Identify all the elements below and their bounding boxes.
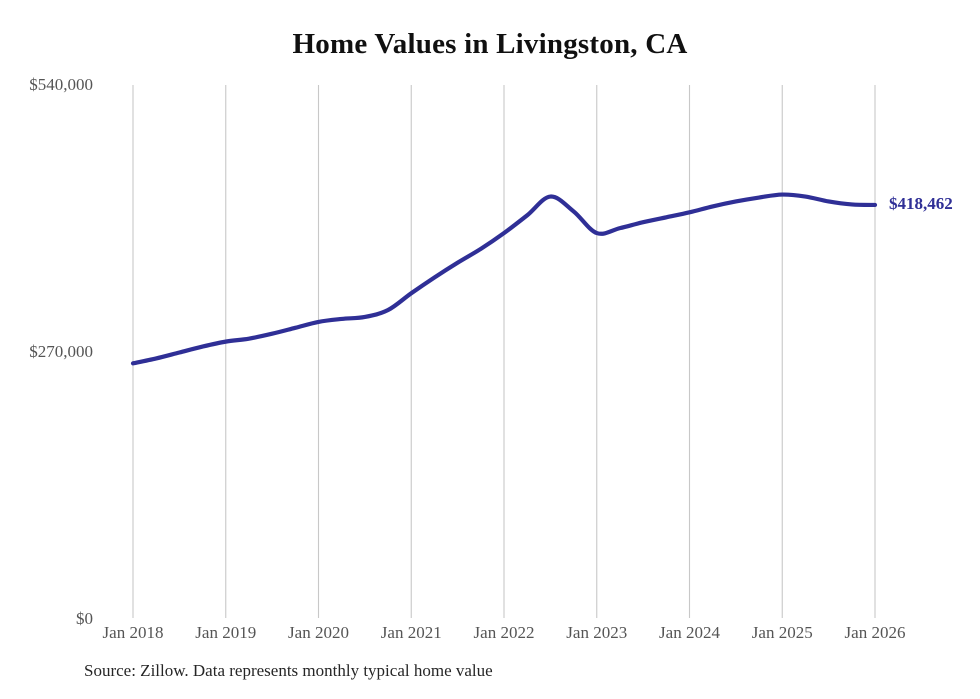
x-tick-label-jan-2020: Jan 2020 — [288, 623, 349, 642]
y-tick-label-540000: $540,000 — [29, 75, 93, 94]
chart-footnote: Source: Zillow. Data represents monthly … — [84, 661, 493, 680]
y-tick-label-0: $0 — [76, 609, 93, 628]
x-tick-label-jan-2026: Jan 2026 — [844, 623, 906, 642]
x-tick-label-jan-2018: Jan 2018 — [102, 623, 164, 642]
x-tick-label-jan-2023: Jan 2023 — [566, 623, 628, 642]
x-tick-label-jan-2025: Jan 2025 — [751, 623, 813, 642]
x-tick-label-jan-2024: Jan 2024 — [659, 623, 720, 642]
x-tick-label-jan-2022: Jan 2022 — [473, 623, 535, 642]
x-tick-label-jan-2019: Jan 2019 — [195, 623, 257, 642]
y-tick-label-270000: $270,000 — [29, 342, 93, 361]
x-tick-label-jan-2021: Jan 2021 — [380, 623, 442, 642]
series-line-typical-home-value — [130, 192, 878, 366]
end-value-callout: $418,462 — [889, 193, 953, 213]
x-gridlines — [132, 85, 876, 618]
chart-title: Home Values in Livingston, CA — [292, 28, 688, 60]
